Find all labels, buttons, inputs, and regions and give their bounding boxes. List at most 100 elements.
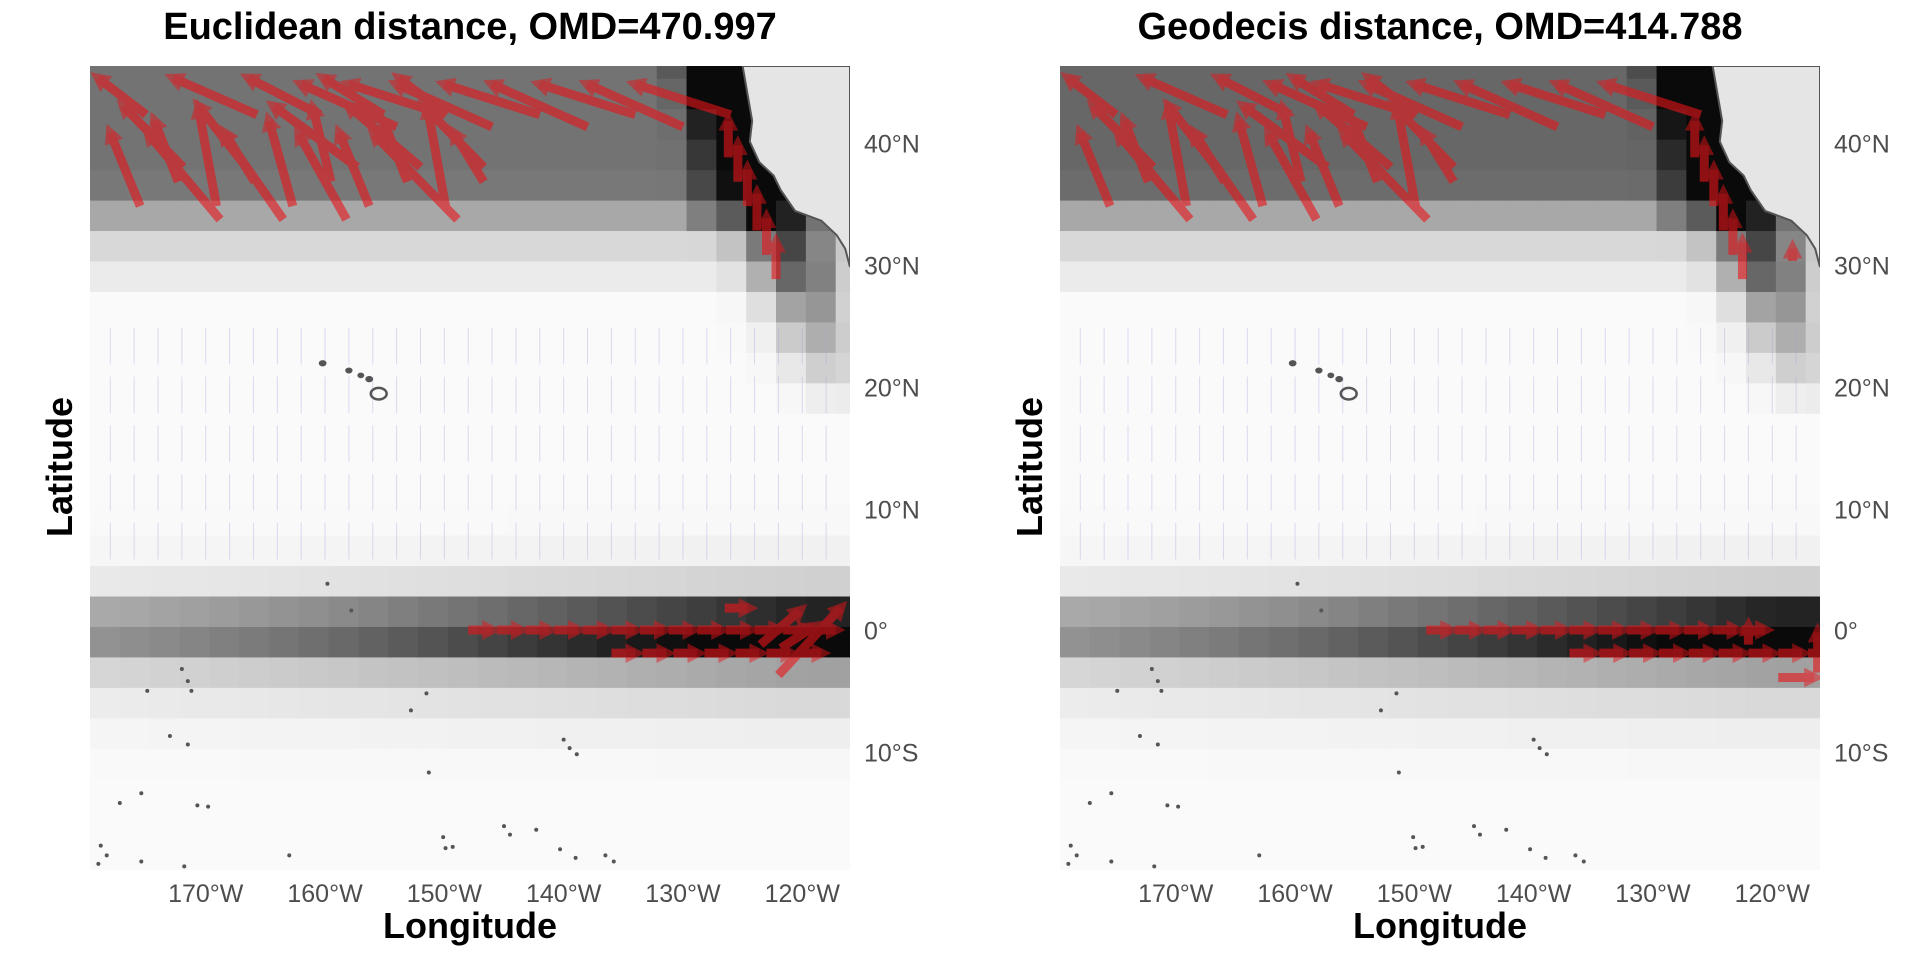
island-hawaii (1288, 360, 1297, 367)
raster-cell (1179, 443, 1210, 475)
raster-cell (1298, 778, 1330, 810)
raster-cell (298, 474, 330, 506)
raster-cell (537, 200, 568, 232)
raster-cell (1179, 66, 1210, 79)
raster-cell (537, 291, 568, 323)
raster-cell (1358, 200, 1389, 232)
raster-cell (1089, 626, 1121, 658)
raster-cell (1626, 474, 1658, 506)
raster-cell (1328, 626, 1359, 658)
raster-cell (119, 809, 151, 841)
raster-cell (507, 413, 539, 445)
raster-cell (1149, 352, 1180, 384)
raster-cell (1746, 656, 1777, 688)
raster-cell (388, 474, 419, 506)
raster-cell (1537, 687, 1568, 719)
raster-cell (1268, 565, 1300, 597)
raster-cell (1328, 291, 1359, 323)
raster-cell (537, 139, 568, 171)
raster-cell (597, 139, 628, 171)
raster-cell (1060, 809, 1091, 841)
raster-cell (1298, 504, 1330, 536)
raster-cell (209, 687, 240, 719)
raster-cell (1417, 169, 1449, 201)
island-dot (1159, 688, 1164, 693)
red-arrow (90, 72, 149, 119)
raster-cell (1179, 717, 1210, 749)
red-arrow (1112, 126, 1194, 223)
raster-cell (209, 504, 240, 536)
raster-cell (686, 352, 717, 384)
raster-cell (90, 443, 121, 475)
raster-cell (1447, 687, 1479, 719)
raster-cell (1149, 66, 1180, 79)
raster-cell (1179, 687, 1210, 719)
raster-cell (1567, 443, 1598, 475)
raster-cell (1656, 809, 1687, 841)
raster-cell (447, 443, 479, 475)
raster-cell (328, 748, 360, 780)
raster-cell (507, 352, 539, 384)
raster-cell (1328, 778, 1359, 810)
raster-cell (1596, 382, 1628, 414)
raster-cell (1656, 260, 1687, 292)
raster-cell (507, 474, 539, 506)
raster-cell (477, 535, 509, 567)
raster-cell (1358, 66, 1389, 79)
raster-cell (835, 656, 850, 688)
raster-cell (716, 839, 747, 870)
raster-cell (1626, 321, 1658, 353)
raster-cell (358, 352, 389, 384)
raster-cell (1805, 291, 1820, 323)
raster-cell (1537, 382, 1568, 414)
raster-cell (1626, 778, 1658, 810)
raster-cell (567, 839, 598, 870)
raster-cell (1447, 565, 1479, 597)
raster-cell (746, 321, 777, 353)
red-arrow (339, 77, 446, 120)
raster-cell (1537, 169, 1568, 201)
red-arrow (333, 123, 374, 208)
raster-cell (805, 230, 837, 262)
raster-cell (1567, 66, 1598, 79)
raster-cell (537, 535, 568, 567)
raster-cell (1417, 656, 1449, 688)
raster-cell (239, 778, 270, 810)
raster-cell (537, 443, 568, 475)
raster-cell (119, 382, 151, 414)
raster-cell (298, 230, 330, 262)
island-dot (1257, 853, 1262, 858)
raster-cell (1537, 230, 1568, 262)
raster-cell (1477, 809, 1509, 841)
raster-cell (805, 778, 837, 810)
raster-cell (447, 535, 479, 567)
raster-cell (1507, 748, 1538, 780)
raster-cell (298, 565, 330, 597)
raster-cell (90, 382, 121, 414)
raster-cell (1746, 778, 1777, 810)
raster-cell (1596, 809, 1628, 841)
raster-cell (477, 230, 509, 262)
raster-cell (328, 474, 360, 506)
raster-cell (597, 778, 628, 810)
raster-cell (835, 748, 850, 780)
raster-cell (805, 748, 837, 780)
raster-cell (1417, 260, 1449, 292)
raster-cell (1179, 626, 1210, 658)
raster-cell (418, 565, 449, 597)
raster-cell (179, 443, 210, 475)
raster-cell (328, 778, 360, 810)
raster-cell (209, 260, 240, 292)
x-axis-title-geodesic: Longitude (1353, 905, 1527, 946)
raster-cell (209, 413, 240, 445)
red-arrow (434, 77, 542, 120)
raster-cell (298, 687, 330, 719)
raster-cell (1447, 717, 1479, 749)
raster-cell (776, 260, 807, 292)
raster-cell (239, 413, 270, 445)
raster-cell (388, 717, 419, 749)
raster-cell (328, 535, 360, 567)
raster-cell (746, 748, 777, 780)
raster-cell (1775, 352, 1807, 384)
raster-cell (1060, 474, 1091, 506)
